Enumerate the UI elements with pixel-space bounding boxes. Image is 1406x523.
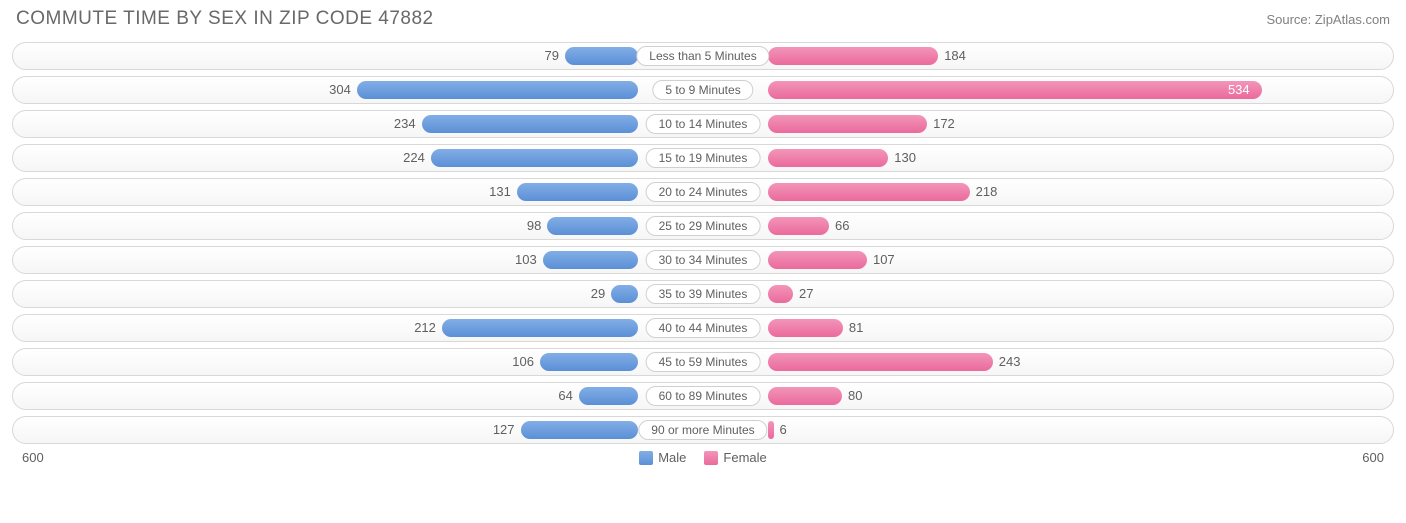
female-value: 6 [780,422,787,437]
category-label: 60 to 89 Minutes [646,386,761,406]
male-bar [442,319,638,337]
axis-right-max: 600 [1362,450,1384,465]
female-value: 107 [873,252,895,267]
female-value: 130 [894,150,916,165]
male-value: 106 [512,354,534,369]
legend-male-label: Male [658,450,686,465]
chart-row: 64 80 60 to 89 Minutes [12,382,1394,410]
chart-row: 234 172 10 to 14 Minutes [12,110,1394,138]
female-bar [768,47,938,65]
female-value: 80 [848,388,862,403]
legend: Male Female [639,450,767,465]
female-bar [768,251,867,269]
male-bar [547,217,638,235]
male-value: 127 [493,422,515,437]
category-label: 5 to 9 Minutes [652,80,753,100]
male-bar [431,149,638,167]
male-value: 234 [394,116,416,131]
male-bar [579,387,638,405]
male-bar [357,81,638,99]
female-bar [768,149,888,167]
female-bar [768,183,970,201]
chart-row: 79 184 Less than 5 Minutes [12,42,1394,70]
chart-footer: 600 Male Female 600 [12,450,1394,465]
female-bar [768,285,793,303]
female-value: 534 [1228,82,1250,97]
female-bar [768,421,774,439]
chart-title: COMMUTE TIME BY SEX IN ZIP CODE 47882 [16,8,434,30]
female-value: 81 [849,320,863,335]
male-value: 212 [414,320,436,335]
female-bar [768,319,843,337]
chart-row: 29 27 35 to 39 Minutes [12,280,1394,308]
chart-row: 212 81 40 to 44 Minutes [12,314,1394,342]
male-value: 103 [515,252,537,267]
chart-row: 224 130 15 to 19 Minutes [12,144,1394,172]
legend-female-swatch [704,451,718,465]
female-bar [768,81,1262,99]
male-bar [611,285,638,303]
chart-row: 131 218 20 to 24 Minutes [12,178,1394,206]
category-label: 45 to 59 Minutes [646,352,761,372]
male-value: 304 [329,82,351,97]
male-value: 98 [527,218,541,233]
legend-female-label: Female [723,450,766,465]
category-label: 15 to 19 Minutes [646,148,761,168]
female-value: 27 [799,286,813,301]
category-label: 35 to 39 Minutes [646,284,761,304]
female-value: 184 [944,48,966,63]
male-value: 224 [403,150,425,165]
category-label: 20 to 24 Minutes [646,182,761,202]
male-bar [540,353,638,371]
female-bar [768,353,993,371]
male-value: 131 [489,184,511,199]
female-bar [768,387,842,405]
male-value: 29 [591,286,605,301]
female-value: 66 [835,218,849,233]
category-label: Less than 5 Minutes [636,46,769,66]
chart-row: 106 243 45 to 59 Minutes [12,348,1394,376]
chart-row: 304 534 5 to 9 Minutes [12,76,1394,104]
male-bar [521,421,638,439]
chart-source: Source: ZipAtlas.com [1266,12,1390,27]
axis-left-max: 600 [22,450,44,465]
female-bar [768,217,829,235]
female-value: 243 [999,354,1021,369]
chart-row: 98 66 25 to 29 Minutes [12,212,1394,240]
chart-area: 79 184 Less than 5 Minutes 304 534 5 to 9 Min… [12,42,1394,444]
male-bar [517,183,638,201]
category-label: 25 to 29 Minutes [646,216,761,236]
male-value: 64 [558,388,572,403]
legend-male-swatch [639,451,653,465]
category-label: 90 or more Minutes [638,420,767,440]
legend-female: Female [704,450,766,465]
chart-row: 103 107 30 to 34 Minutes [12,246,1394,274]
category-label: 10 to 14 Minutes [646,114,761,134]
male-bar [422,115,638,133]
male-bar [543,251,638,269]
female-value: 218 [976,184,998,199]
legend-male: Male [639,450,686,465]
female-value: 172 [933,116,955,131]
female-bar [768,115,927,133]
chart-row: 127 6 90 or more Minutes [12,416,1394,444]
male-bar [565,47,638,65]
category-label: 30 to 34 Minutes [646,250,761,270]
male-value: 79 [544,48,558,63]
chart-header: COMMUTE TIME BY SEX IN ZIP CODE 47882 So… [12,8,1394,30]
category-label: 40 to 44 Minutes [646,318,761,338]
